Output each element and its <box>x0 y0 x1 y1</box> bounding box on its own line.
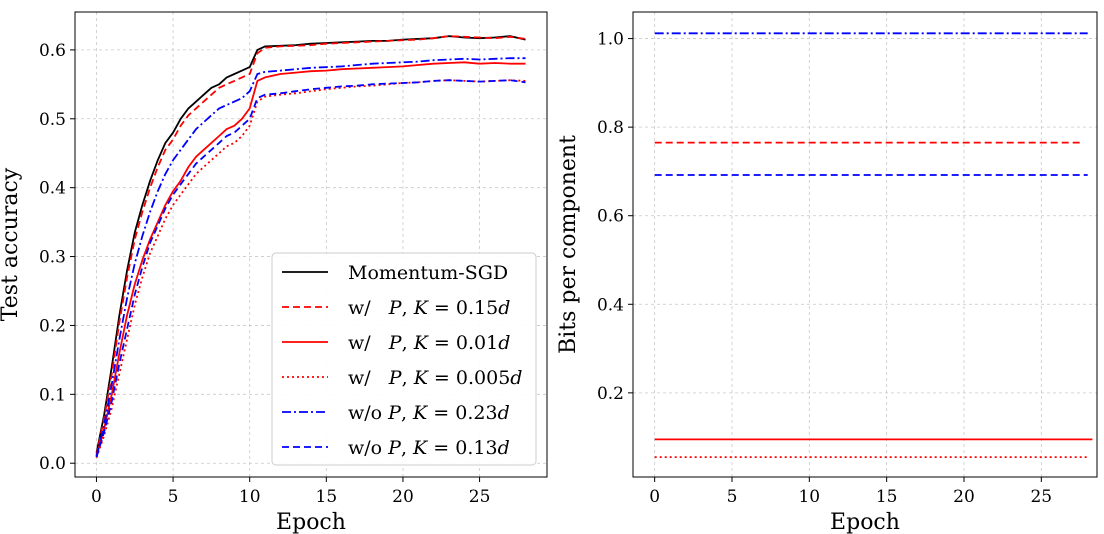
legend-label-part: d <box>510 367 522 389</box>
accuracy-y-tick-label: 0.0 <box>39 454 66 474</box>
legend-label-part: = 0.13 <box>427 437 497 459</box>
bits-y-tick-label: 1.0 <box>597 30 624 50</box>
legend-label-part: w/ <box>348 332 389 354</box>
bits-x-tick-label: 0 <box>649 487 660 507</box>
bits-x-tick-label: 25 <box>1030 487 1052 507</box>
legend-label-part: P <box>388 367 403 389</box>
accuracy-series-line-3 <box>95 79 526 458</box>
legend-label-part: w/ <box>348 367 389 389</box>
bits-plot-frame <box>632 11 1098 478</box>
accuracy-plot-frame <box>74 11 548 478</box>
legend-label-part: K <box>412 437 429 459</box>
accuracy-series-line-5 <box>95 79 526 458</box>
accuracy-y-tick-label: 0.3 <box>39 248 66 268</box>
legend-label-part: = 0.01 <box>428 332 498 354</box>
bits-x-axis-label: Epoch <box>830 510 900 534</box>
bits-y-tick-label: 0.6 <box>597 207 624 227</box>
accuracy-y-tick-label: 0.4 <box>39 179 66 199</box>
legend-label-part: d <box>498 437 510 459</box>
bits-y-tick-label: 0.8 <box>597 118 624 138</box>
accuracy-chart: 0 5 10 15 20 25 0.0 0.1 0.2 0.3 0.4 0.5 0.6 Epoch Te… <box>0 11 548 534</box>
bits-x-tick-label: 15 <box>876 487 898 507</box>
legend-label-part: , <box>401 437 413 459</box>
legend-label-part: , <box>402 332 414 354</box>
accuracy-x-tick-label: 0 <box>91 487 102 507</box>
bits-x-tick-label: 5 <box>727 487 738 507</box>
legend-label-part: P <box>387 402 402 424</box>
bits-y-axis-label: Bits per component <box>556 135 581 354</box>
legend-label-part: P <box>387 437 402 459</box>
accuracy-x-tick-label: 15 <box>316 487 338 507</box>
bits-chart: 0 5 10 15 20 25 0.2 0.4 0.6 0.8 1.0 Epoch Bits per… <box>556 11 1098 534</box>
legend-label-part: w/o <box>348 437 388 459</box>
legend-label-part: P <box>388 297 403 319</box>
legend-label: w/ P, K = 0.01d <box>348 332 510 354</box>
legend-label-part: w/ <box>348 297 389 319</box>
accuracy-y-axis-label: Test accuracy <box>0 167 23 321</box>
accuracy-y-tick-label: 0.6 <box>39 41 66 61</box>
legend-label: w/o P, K = 0.23d <box>348 402 510 424</box>
bits-y-tick-label: 0.4 <box>597 295 624 315</box>
bits-x-tick-label: 10 <box>798 487 820 507</box>
legend-label-part: P <box>388 332 403 354</box>
accuracy-x-tick-label: 10 <box>239 487 261 507</box>
bits-y-tick-label: 0.2 <box>597 384 624 404</box>
legend-label-part: = 0.23 <box>427 402 497 424</box>
legend-label: w/ P, K = 0.005d <box>348 367 522 389</box>
legend-label-part: , <box>401 402 413 424</box>
legend-label-part: = 0.005 <box>428 367 510 389</box>
legend-box <box>271 252 537 466</box>
legend-label-part: d <box>498 297 510 319</box>
legend-label: w/ P, K = 0.15d <box>348 297 510 319</box>
accuracy-series-line-2 <box>95 61 526 457</box>
bits-x-tick-label: 20 <box>953 487 975 507</box>
legend-label-part: K <box>413 332 430 354</box>
legend-label-part: d <box>498 402 510 424</box>
accuracy-y-tick-label: 0.1 <box>39 385 66 405</box>
accuracy-y-tick-label: 0.2 <box>39 316 66 336</box>
accuracy-y-tick-label: 0.5 <box>39 110 66 130</box>
legend-label-part: , <box>402 297 414 319</box>
legend-label-part: w/o <box>348 402 388 424</box>
accuracy-series-line-4 <box>95 57 526 457</box>
legend-label-part: K <box>413 297 430 319</box>
accuracy-x-tick-label: 20 <box>392 487 414 507</box>
legend-label-part: Momentum-SGD <box>348 262 508 284</box>
accuracy-series-line-1 <box>95 35 526 456</box>
accuracy-x-tick-label: 25 <box>469 487 491 507</box>
legend-label: w/o P, K = 0.13d <box>348 437 510 459</box>
accuracy-x-axis-label: Epoch <box>276 510 346 534</box>
legend-label-part: d <box>498 332 510 354</box>
legend-label-part: K <box>412 402 429 424</box>
legend-label-part: = 0.15 <box>428 297 498 319</box>
accuracy-x-tick-label: 5 <box>168 487 179 507</box>
legend-label-part: K <box>413 367 430 389</box>
legend-label-part: , <box>402 367 414 389</box>
legend-label: Momentum-SGD <box>348 262 508 284</box>
